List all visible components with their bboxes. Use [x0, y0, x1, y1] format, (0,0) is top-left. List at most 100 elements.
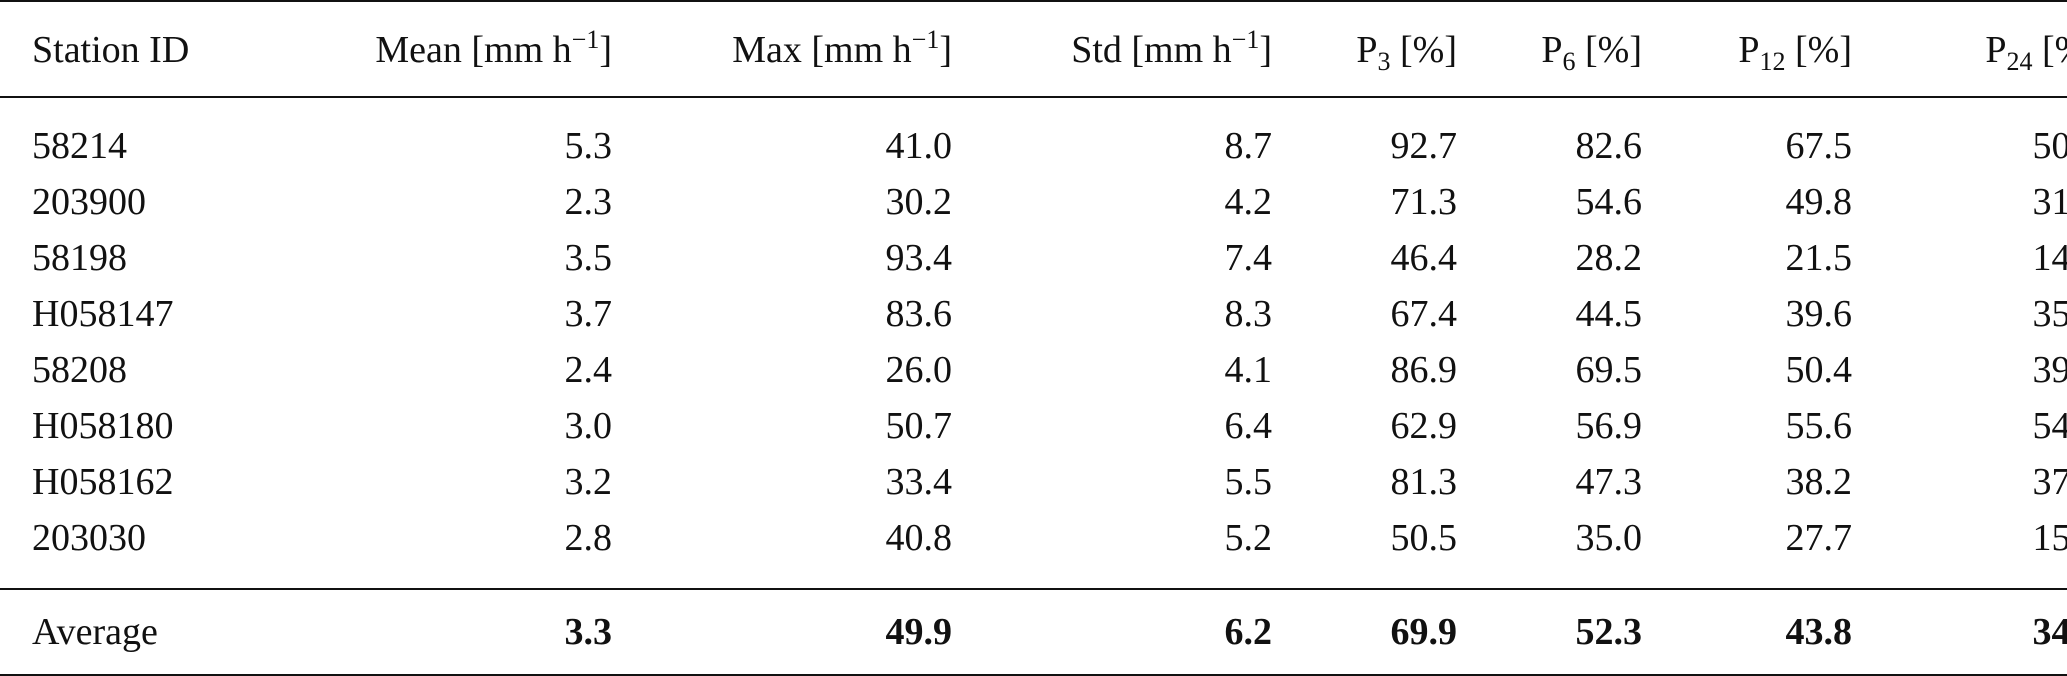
table-row: 203900 2.3 30.2 4.2 71.3 54.6 49.8 31.0 — [0, 174, 2067, 230]
header-p6-label: P — [1541, 29, 1563, 71]
header-p3-unit: [%] — [1390, 29, 1457, 71]
header-p24-label: P — [1985, 29, 2007, 71]
cell-station-id: 58214 — [32, 125, 127, 167]
header-p12-subscript: 12 — [1759, 47, 1786, 76]
cell-p24: 35.0 — [2032, 293, 2067, 335]
cell-p24: 54.1 — [2032, 405, 2067, 447]
cell-mean: 3.0 — [564, 405, 613, 447]
cell-p24: 50.1 — [2032, 125, 2067, 167]
cell-p12: 39.6 — [1785, 293, 1853, 335]
cell-p12: 38.2 — [1785, 461, 1853, 503]
cell-p6: 54.6 — [1575, 181, 1643, 223]
table-row: H058147 3.7 83.6 8.3 67.4 44.5 39.6 35.0 — [0, 286, 2067, 342]
cell-p6: 47.3 — [1575, 461, 1643, 503]
header-mean-close: ] — [599, 29, 612, 71]
cell-p6: 82.6 — [1575, 125, 1643, 167]
cell-p12: 67.5 — [1785, 125, 1853, 167]
cell-p24: 31.0 — [2032, 181, 2067, 223]
header-max: Max [mm h−1] — [612, 0, 952, 98]
average-row: Average 3.3 49.9 6.2 69.9 52.3 43.8 34.6 — [0, 588, 2067, 676]
cell-std: 7.4 — [1224, 237, 1273, 279]
header-p6-unit: [%] — [1575, 29, 1642, 71]
cell-p3: 92.7 — [1390, 125, 1458, 167]
cell-mean: 3.5 — [564, 237, 613, 279]
header-p3-subscript: 3 — [1377, 47, 1391, 76]
cell-p3: 71.3 — [1390, 181, 1458, 223]
cell-station-id: 203900 — [32, 181, 146, 223]
header-p3-label: P — [1356, 29, 1378, 71]
header-std: Std [mm h−1] — [952, 0, 1272, 98]
cell-p12: 21.5 — [1785, 237, 1853, 279]
average-p6: 52.3 — [1457, 588, 1642, 676]
header-std-exponent: −1 — [1231, 25, 1260, 54]
cell-max: 41.0 — [885, 125, 953, 167]
header-p24: P24 [%] — [1852, 0, 2067, 98]
average-mean: 3.3 — [267, 588, 612, 676]
average-max: 49.9 — [612, 588, 952, 676]
header-mean-exponent: −1 — [571, 25, 600, 54]
cell-p6: 69.5 — [1575, 349, 1643, 391]
cell-p6: 35.0 — [1575, 517, 1643, 559]
cell-p12: 27.7 — [1785, 517, 1853, 559]
header-mean-label: Mean [mm h — [375, 29, 572, 71]
cell-p3: 50.5 — [1390, 517, 1458, 559]
header-p3: P3 [%] — [1272, 0, 1457, 98]
cell-p6: 28.2 — [1575, 237, 1643, 279]
cell-station-id: H058162 — [32, 461, 174, 503]
cell-max: 33.4 — [885, 461, 953, 503]
cell-mean: 2.8 — [564, 517, 613, 559]
cell-p24: 39.7 — [2032, 349, 2067, 391]
cell-std: 6.4 — [1224, 405, 1273, 447]
table-row: 58208 2.4 26.0 4.1 86.9 69.5 50.4 39.7 — [0, 342, 2067, 398]
cell-max: 26.0 — [885, 349, 953, 391]
cell-std: 5.5 — [1224, 461, 1273, 503]
table-row: 203030 2.8 40.8 5.2 50.5 35.0 27.7 15.3 — [0, 510, 2067, 589]
cell-p24: 15.3 — [2032, 517, 2067, 559]
cell-std: 4.1 — [1224, 349, 1273, 391]
header-max-close: ] — [939, 29, 952, 71]
cell-p6: 44.5 — [1575, 293, 1643, 335]
cell-std: 5.2 — [1224, 517, 1273, 559]
header-station-id-label: Station ID — [32, 29, 190, 71]
header-p12-unit: [%] — [1785, 29, 1852, 71]
table-body: 58214 5.3 41.0 8.7 92.7 82.6 67.5 50.1 2… — [0, 97, 2067, 589]
table-row: 58198 3.5 93.4 7.4 46.4 28.2 21.5 14.7 — [0, 230, 2067, 286]
table-row: H058162 3.2 33.4 5.5 81.3 47.3 38.2 37.2 — [0, 454, 2067, 510]
cell-p3: 67.4 — [1390, 293, 1458, 335]
cell-mean: 2.4 — [564, 349, 613, 391]
table-row: 58214 5.3 41.0 8.7 92.7 82.6 67.5 50.1 — [0, 97, 2067, 174]
header-mean: Mean [mm h−1] — [267, 0, 612, 98]
cell-mean: 2.3 — [564, 181, 613, 223]
cell-station-id: 58208 — [32, 349, 127, 391]
header-p12-label: P — [1738, 29, 1760, 71]
table-row: H058180 3.0 50.7 6.4 62.9 56.9 55.6 54.1 — [0, 398, 2067, 454]
cell-p3: 62.9 — [1390, 405, 1458, 447]
header-p24-unit: [%] — [2042, 29, 2067, 71]
cell-station-id: 203030 — [32, 517, 146, 559]
cell-p24: 14.7 — [2032, 237, 2067, 279]
header-std-close: ] — [1259, 29, 1272, 71]
cell-p3: 46.4 — [1390, 237, 1458, 279]
cell-p3: 86.9 — [1390, 349, 1458, 391]
header-p24-subscript: 24 — [2006, 47, 2033, 76]
average-p24: 34.6 — [1852, 588, 2067, 676]
cell-p6: 56.9 — [1575, 405, 1643, 447]
cell-p12: 55.6 — [1785, 405, 1853, 447]
cell-mean: 3.2 — [564, 461, 613, 503]
header-p6: P6 [%] — [1457, 0, 1642, 98]
cell-max: 30.2 — [885, 181, 953, 223]
cell-p12: 49.8 — [1785, 181, 1853, 223]
table-header: Station ID Mean [mm h−1] Max [mm h−1] St… — [0, 0, 2067, 98]
cell-std: 4.2 — [1224, 181, 1273, 223]
cell-p24: 37.2 — [2032, 461, 2067, 503]
cell-p3: 81.3 — [1390, 461, 1458, 503]
cell-max: 50.7 — [885, 405, 953, 447]
cell-max: 40.8 — [885, 517, 953, 559]
header-p12: P12 [%] — [1642, 0, 1852, 98]
cell-max: 83.6 — [885, 293, 953, 335]
average-label: Average — [0, 588, 267, 676]
header-station-id: Station ID — [0, 0, 267, 98]
cell-mean: 3.7 — [564, 293, 613, 335]
